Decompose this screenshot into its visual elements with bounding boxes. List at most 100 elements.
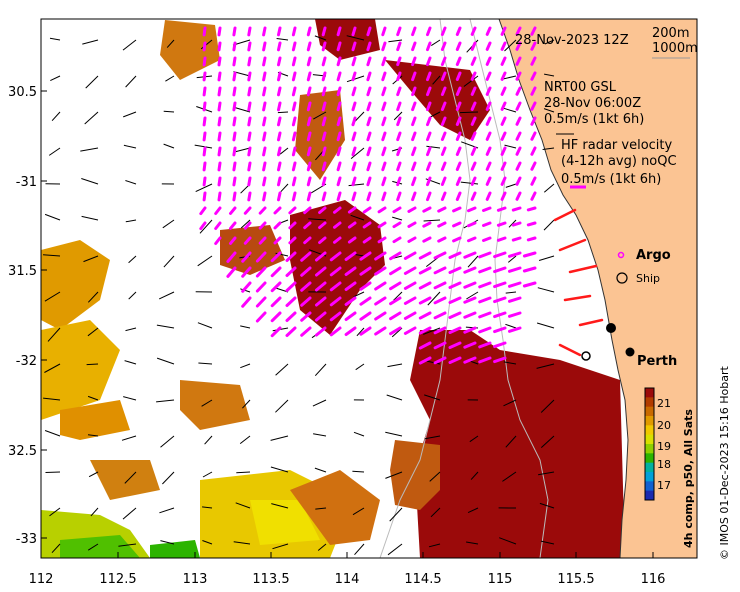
hf-arrow <box>241 296 252 308</box>
hf-arrow <box>258 236 267 245</box>
model-arrow <box>505 435 517 448</box>
hf-arrow <box>202 191 207 202</box>
hf-arrow <box>366 191 372 202</box>
model-arrow <box>313 433 327 437</box>
y-tick-label: 32.5 <box>8 444 37 459</box>
hf-arrow <box>291 86 297 97</box>
hf-arrow <box>478 251 492 259</box>
hf-arrow <box>381 86 387 97</box>
model-arrow <box>459 111 479 114</box>
hf-arrow <box>303 221 312 230</box>
model-arrow <box>158 291 175 300</box>
hf-arrow <box>422 206 432 213</box>
hf-arrow <box>366 116 372 127</box>
hf-arrow <box>515 101 522 111</box>
hf-arrow <box>306 26 312 37</box>
hf-arrow <box>396 41 402 52</box>
hf-arrow <box>255 281 267 293</box>
model-arrow <box>49 507 61 517</box>
model-arrow <box>80 147 99 152</box>
model-arrow <box>308 218 327 221</box>
hf-arrow <box>344 281 357 291</box>
model-arrow <box>163 110 175 113</box>
hf-arrow <box>336 41 342 52</box>
model-arrow <box>48 147 61 156</box>
hf-arrow <box>247 146 252 157</box>
model-arrow <box>47 327 61 342</box>
hf-arrow <box>381 101 387 112</box>
hf-arrow <box>232 86 237 97</box>
hf-arrow <box>426 71 432 82</box>
hf-arrow <box>351 131 357 142</box>
hf-arrow <box>440 86 447 96</box>
hf-arrow <box>426 191 432 202</box>
hf-arrow <box>329 251 342 262</box>
hf-arrow <box>336 116 342 127</box>
model-arrow <box>202 471 213 478</box>
colorbar-segment <box>645 481 654 492</box>
hf-arrow <box>381 41 387 52</box>
hf-arrow <box>321 26 327 37</box>
model-arrow <box>197 322 213 329</box>
hf-arrow <box>362 221 372 229</box>
hf-arrow <box>392 221 402 229</box>
hf-arrow <box>500 71 507 81</box>
hf-arrow <box>351 146 357 157</box>
hf-arrow <box>258 221 267 230</box>
hf-arrow <box>418 326 432 335</box>
hf-arrow <box>500 86 507 96</box>
hf-arrow <box>522 281 537 288</box>
model-line-2: 28-Nov 06:00Z <box>544 96 641 111</box>
model-arrow <box>505 183 517 188</box>
hf-arrow <box>202 41 207 52</box>
hf-arrow <box>306 101 312 112</box>
hf-arrow <box>426 41 432 52</box>
model-arrow <box>428 111 441 119</box>
hf-arrow <box>437 221 447 228</box>
model-arrow <box>121 435 137 441</box>
hf-arrow <box>396 86 402 97</box>
model-arrow <box>235 147 251 153</box>
hf-arrow <box>321 86 327 97</box>
hf-arrow <box>455 56 462 66</box>
hf-arrow <box>306 161 312 172</box>
hf-arrow <box>500 161 507 171</box>
hf-arrow <box>285 296 297 307</box>
model-arrow <box>86 363 99 366</box>
hf-arrow <box>336 131 342 142</box>
hf-arrow <box>347 206 357 214</box>
model-arrow <box>389 507 403 522</box>
hf-arrow <box>426 146 432 157</box>
hf-arrow <box>321 131 327 142</box>
hf-arrow <box>306 146 312 157</box>
model-arrow <box>240 325 251 329</box>
hf-arrow <box>333 221 342 229</box>
model-arrow <box>393 291 403 301</box>
hf-arrow <box>321 146 327 157</box>
hf-arrow <box>277 116 282 127</box>
hf-arrow <box>411 146 417 157</box>
colorbar-segment <box>645 462 654 473</box>
model-arrow <box>431 39 441 47</box>
hf-arrow <box>381 71 387 82</box>
hf-arrow <box>440 71 447 81</box>
hf-arrow <box>273 206 282 215</box>
hf-arrow <box>366 131 372 142</box>
model-arrow <box>460 181 479 185</box>
x-tick-label: 114 <box>335 572 360 587</box>
hf-arrow <box>247 86 252 97</box>
hf-arrow <box>411 26 417 37</box>
hf-arrow <box>321 191 327 202</box>
hf-arrow <box>493 281 507 289</box>
hf-arrow <box>448 311 462 319</box>
hf-arrow <box>329 326 342 337</box>
y-axis: 30.5 -31 31.5 -32 32.5 -33 <box>8 85 47 547</box>
hf-arrow <box>247 161 252 172</box>
hf-arrow <box>247 176 252 187</box>
hf-arrow <box>485 86 492 96</box>
hf-arrow <box>455 191 462 201</box>
model-arrow <box>388 39 403 43</box>
model-arrow <box>156 324 175 329</box>
hf-arrow <box>511 206 522 212</box>
model-arrow <box>271 503 289 509</box>
